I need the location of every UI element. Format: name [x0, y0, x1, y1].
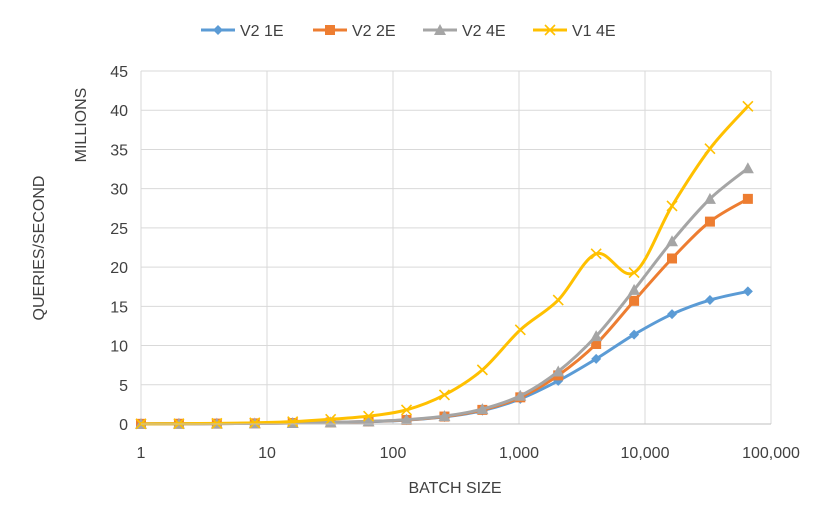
data-point-marker: [741, 162, 754, 174]
y-tick-label: 30: [110, 182, 128, 199]
data-point-marker: [742, 100, 754, 112]
data-point-marker: [324, 416, 337, 428]
y-tick-label: 5: [119, 378, 128, 395]
legend-item[interactable]: V2 2E: [313, 23, 396, 40]
y-tick-label: 10: [110, 339, 128, 356]
y-tick-label: 15: [110, 299, 128, 316]
data-point-marker: [666, 200, 678, 212]
series-line: [139, 104, 750, 426]
legend-label: V1 4E: [572, 23, 616, 40]
data-point-marker: [211, 417, 223, 429]
legend-item[interactable]: V2 1E: [201, 23, 284, 40]
data-point-marker: [742, 193, 753, 204]
legend-marker: [434, 24, 446, 35]
series-v2-1e: [136, 286, 753, 429]
x-tick-label: 1: [137, 445, 146, 462]
legend-item[interactable]: V1 4E: [533, 23, 616, 40]
y-tick-label: 40: [110, 103, 128, 120]
y-axis-title: QUERIES/SECOND: [31, 176, 48, 321]
data-point-marker: [514, 389, 527, 401]
series-v2-4e: [135, 162, 754, 429]
data-point-marker: [476, 403, 489, 415]
legend-marker: [325, 25, 335, 35]
data-point-marker: [552, 294, 564, 306]
series-v1-4e: [135, 100, 754, 430]
legend-item[interactable]: V2 4E: [423, 23, 506, 40]
y-tick-label: 35: [110, 142, 128, 159]
x-tick-label: 100,000: [742, 445, 800, 462]
data-point-marker: [400, 404, 413, 416]
x-tick-label: 10: [258, 445, 276, 462]
series-layer: [135, 100, 754, 430]
data-point-marker: [249, 417, 261, 429]
data-point-marker: [363, 410, 375, 422]
x-tick-label: 10,000: [621, 445, 670, 462]
data-point-marker: [476, 364, 488, 376]
x-axis-title: BATCH SIZE: [408, 480, 501, 497]
x-tick-label: 100: [380, 445, 407, 462]
data-point-marker: [704, 295, 715, 306]
legend-marker: [213, 25, 223, 35]
data-point-marker: [591, 338, 602, 349]
data-point-marker: [704, 216, 715, 227]
data-point-marker: [704, 143, 716, 155]
data-point-marker: [629, 329, 640, 340]
series-line: [139, 166, 750, 426]
data-point-marker: [591, 353, 602, 364]
grid-lines: [140, 70, 772, 424]
legend-label: V2 1E: [240, 23, 284, 40]
y-tick-label: 25: [110, 221, 128, 238]
data-point-marker: [400, 413, 413, 425]
data-point-marker: [703, 192, 716, 204]
data-point-marker: [438, 410, 451, 422]
series-line: [139, 289, 750, 426]
y-tick-label: 45: [110, 64, 128, 81]
legend-label: V2 2E: [352, 23, 396, 40]
x-tick-label: 1,000: [499, 445, 539, 462]
data-point-marker: [667, 253, 678, 264]
data-point-marker: [514, 324, 526, 336]
data-point-marker: [590, 330, 603, 342]
data-point-marker: [742, 286, 753, 297]
data-point-marker: [628, 283, 641, 295]
y-axis-units-label: MILLIONS: [73, 88, 90, 163]
data-point-marker: [438, 389, 451, 401]
legend-label: V2 4E: [462, 23, 506, 40]
y-tick-label: 20: [110, 260, 128, 277]
data-point-marker: [667, 309, 678, 320]
legend[interactable]: V2 1E V2 2E V2 4E V1 4E: [201, 23, 616, 40]
data-point-marker: [590, 248, 602, 260]
data-point-marker: [552, 365, 565, 377]
data-point-marker: [628, 267, 640, 279]
data-point-marker: [629, 295, 640, 306]
legend-marker: [544, 24, 556, 36]
data-point-marker: [287, 416, 299, 428]
data-point-marker: [325, 413, 337, 425]
axes: 0 5 10 15 20 25 30 35 40 45 1 10 100 1,000 10,000 100,0…: [110, 64, 800, 462]
y-tick-label: 0: [119, 417, 128, 434]
data-point-marker: [666, 235, 679, 247]
